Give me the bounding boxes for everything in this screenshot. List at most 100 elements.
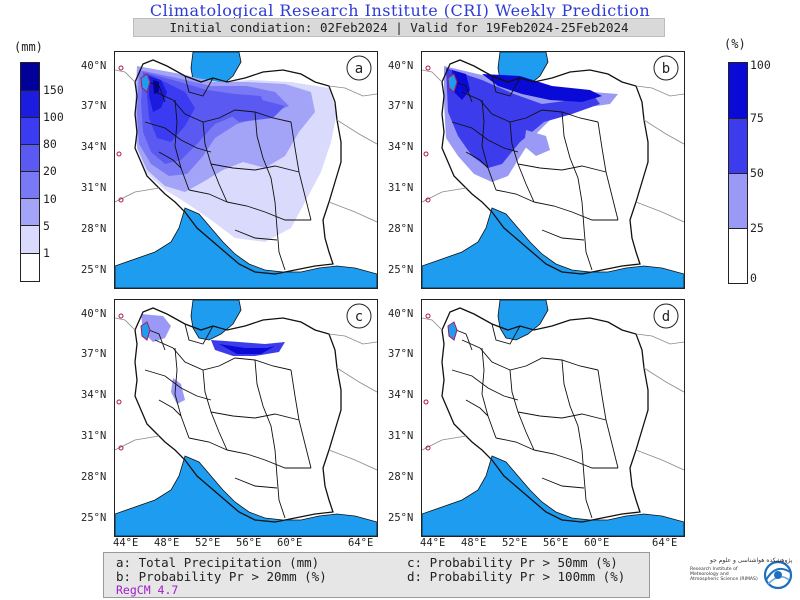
model-version: RegCM 4.7 bbox=[116, 583, 179, 597]
iran-border bbox=[441, 307, 649, 523]
left-colorbar-cell bbox=[21, 198, 39, 225]
right-colorbar-label: 0 bbox=[750, 271, 757, 285]
left-colorbar-label: 80 bbox=[43, 137, 57, 151]
lat-label: 34°N bbox=[388, 389, 414, 401]
province-border bbox=[274, 449, 286, 519]
left-colorbar-unit: (mm) bbox=[14, 40, 43, 54]
right-colorbar-label: 75 bbox=[750, 111, 764, 125]
coast-marker bbox=[425, 445, 431, 451]
lat-label: 31°N bbox=[81, 182, 107, 194]
province-border bbox=[465, 151, 489, 169]
province-border bbox=[144, 369, 212, 401]
panel-letter: a bbox=[355, 61, 363, 77]
coast-marker bbox=[116, 151, 122, 157]
lon-label: 56°E bbox=[543, 537, 569, 549]
province-border bbox=[455, 329, 473, 351]
neighbor-border bbox=[635, 201, 684, 223]
province-border bbox=[184, 323, 214, 345]
lon-label: 56°E bbox=[236, 537, 262, 549]
left-colorbar bbox=[20, 62, 40, 282]
neighbor-border bbox=[115, 187, 160, 203]
province-border bbox=[481, 347, 497, 439]
institute-logo: پژوهشکده هواشناسی و علوم جو Research Ins… bbox=[690, 556, 796, 594]
neighbor-border bbox=[635, 85, 684, 97]
lon-label: 60°E bbox=[584, 537, 610, 549]
province-border bbox=[184, 75, 214, 97]
persian-gulf bbox=[115, 455, 377, 536]
province-border bbox=[274, 201, 286, 271]
lat-label: 31°N bbox=[388, 430, 414, 442]
province-border bbox=[254, 359, 276, 451]
lat-label: 40°N bbox=[388, 308, 414, 320]
neighbor-border bbox=[328, 449, 377, 471]
left-colorbar-label: 1 bbox=[43, 246, 50, 260]
caspian-sea bbox=[497, 300, 549, 341]
persian-gulf bbox=[115, 207, 377, 288]
province-border bbox=[174, 99, 190, 191]
land-background bbox=[422, 300, 684, 536]
neighbor-border bbox=[115, 435, 160, 451]
lon-label: 48°E bbox=[461, 537, 487, 549]
province-border bbox=[210, 411, 300, 421]
map-title: Climatological Research Institute (CRI) … bbox=[149, 1, 651, 20]
prob-50-75pct bbox=[446, 68, 600, 168]
province-border bbox=[154, 339, 220, 371]
neighbor-border bbox=[643, 367, 684, 393]
lat-label: 34°N bbox=[81, 389, 107, 401]
legend-box: a: Total Precipitation (mm) b: Probabili… bbox=[103, 552, 650, 598]
neighbor-border bbox=[422, 435, 467, 451]
neighbor-border bbox=[336, 367, 377, 393]
left-colorbar-label: 20 bbox=[43, 164, 57, 178]
province-border bbox=[533, 201, 618, 221]
coast-marker bbox=[425, 65, 431, 71]
coast-marker bbox=[118, 197, 124, 203]
neighbor-border bbox=[328, 201, 377, 223]
legend-item-c: c: Probability Pr > 50mm (%) bbox=[407, 555, 618, 570]
iran-border bbox=[134, 307, 342, 523]
province-border bbox=[226, 201, 311, 221]
left-colorbar-cell bbox=[21, 144, 39, 171]
left-colorbar-cell bbox=[21, 90, 39, 117]
province-border bbox=[533, 449, 618, 469]
right-colorbar-unit: (%) bbox=[724, 37, 746, 51]
lake-urmia bbox=[140, 321, 151, 341]
coast-marker bbox=[425, 313, 431, 319]
province-border bbox=[158, 151, 182, 169]
province-border bbox=[144, 121, 212, 153]
province-border bbox=[461, 91, 527, 123]
neighbor-border bbox=[643, 119, 684, 145]
coast-marker bbox=[118, 445, 124, 451]
lon-label: 44°E bbox=[420, 537, 446, 549]
coast-marker bbox=[118, 65, 124, 71]
province-border bbox=[495, 437, 535, 451]
map-panel-a: a bbox=[114, 51, 378, 289]
lat-label: 37°N bbox=[81, 100, 107, 112]
province-border bbox=[154, 91, 220, 123]
lon-label: 64°E bbox=[652, 537, 678, 549]
province-border bbox=[174, 347, 190, 439]
lat-label: 25°N bbox=[388, 512, 414, 524]
lon-label: 44°E bbox=[113, 537, 139, 549]
province-border bbox=[226, 449, 311, 469]
lat-label: 37°N bbox=[388, 348, 414, 360]
right-colorbar-cell bbox=[729, 228, 747, 283]
province-border bbox=[561, 111, 583, 203]
province-border bbox=[465, 399, 489, 417]
province-border bbox=[148, 81, 166, 103]
neighbor-border bbox=[422, 187, 467, 203]
lon-label: 52°E bbox=[195, 537, 221, 549]
province-border bbox=[234, 229, 278, 241]
province-border bbox=[541, 229, 585, 241]
lat-label: 34°N bbox=[81, 141, 107, 153]
panel-letter: d bbox=[662, 309, 670, 325]
legend-item-a: a: Total Precipitation (mm) bbox=[116, 555, 320, 570]
province-border bbox=[491, 75, 521, 97]
panel-letter-circle bbox=[346, 303, 372, 329]
lat-label: 25°N bbox=[388, 264, 414, 276]
coast-marker bbox=[423, 399, 429, 405]
province-border bbox=[148, 329, 166, 351]
province-border bbox=[491, 323, 521, 345]
coast-marker bbox=[116, 399, 122, 405]
right-colorbar-label: 100 bbox=[750, 58, 771, 72]
province-border bbox=[451, 369, 519, 401]
